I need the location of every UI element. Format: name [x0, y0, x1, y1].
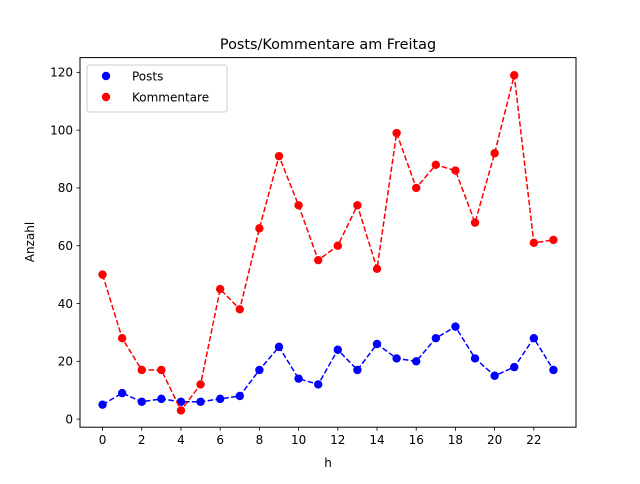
legend-label: Kommentare — [132, 91, 209, 105]
data-point — [157, 394, 166, 404]
data-point — [255, 365, 264, 375]
data-point — [333, 345, 343, 354]
y-tick-label: 60 — [58, 239, 73, 253]
data-point — [117, 333, 127, 343]
legend-marker — [101, 71, 111, 81]
data-point — [372, 339, 382, 349]
data-point — [372, 264, 382, 274]
data-point — [215, 394, 225, 404]
legend-label: Posts — [132, 70, 163, 84]
data-point — [235, 305, 244, 314]
x-tick-label: 10 — [291, 433, 306, 447]
y-tick-label: 40 — [58, 297, 73, 311]
legend-marker — [101, 92, 111, 102]
y-axis-label: Anzahl — [23, 222, 37, 262]
data-point — [510, 71, 519, 80]
data-point — [470, 218, 480, 227]
x-tick-label: 18 — [448, 433, 463, 447]
data-point — [392, 128, 401, 138]
data-point — [196, 380, 205, 389]
series-posts — [98, 322, 558, 409]
data-point — [529, 238, 539, 248]
data-point — [215, 284, 225, 294]
chart-title: Posts/Kommentare am Freitag — [220, 37, 436, 53]
data-point — [353, 201, 362, 210]
data-point — [196, 397, 205, 406]
x-tick-label: 20 — [487, 433, 502, 447]
data-point — [274, 342, 284, 352]
data-point — [98, 400, 107, 409]
data-point — [137, 397, 146, 406]
y-axis-ticks: 0 20 40 60 80 100 120 — [50, 66, 80, 426]
y-tick-label: 0 — [65, 412, 73, 426]
series-kommentare — [98, 71, 558, 415]
legend: Posts Kommentare — [86, 64, 228, 113]
data-point — [510, 362, 519, 372]
x-tick-label: 8 — [256, 433, 264, 447]
legend-box — [86, 64, 228, 113]
x-tick-label: 4 — [177, 433, 185, 447]
data-point — [549, 235, 558, 245]
data-point — [392, 354, 401, 363]
data-point — [176, 406, 186, 415]
data-point — [353, 365, 362, 375]
series-line — [101, 75, 554, 412]
x-axis-ticks: 0 2 4 6 8 10 12 14 16 18 20 22 — [99, 427, 541, 447]
x-tick-label: 6 — [216, 433, 224, 447]
data-point — [313, 380, 323, 389]
x-tick-label: 2 — [138, 433, 146, 447]
x-tick-label: 14 — [369, 433, 384, 447]
data-point — [98, 270, 107, 279]
data-point — [431, 160, 441, 170]
data-point — [529, 333, 539, 343]
y-tick-label: 100 — [50, 123, 73, 137]
data-point — [333, 241, 343, 250]
data-point — [431, 333, 441, 343]
data-point — [294, 374, 303, 383]
data-point — [470, 354, 480, 363]
x-axis-label: h — [324, 456, 332, 470]
data-point — [117, 388, 127, 398]
plot-area — [98, 71, 558, 415]
data-point — [313, 255, 323, 265]
data-point — [157, 365, 166, 375]
x-tick-label: 22 — [526, 433, 541, 447]
data-point — [255, 224, 264, 233]
axes-frame — [79, 57, 577, 428]
y-tick-label: 20 — [58, 355, 73, 369]
y-tick-label: 80 — [58, 181, 73, 195]
x-tick-label: 12 — [330, 433, 345, 447]
data-point — [451, 322, 460, 331]
series-line — [102, 325, 555, 406]
x-tick-label: 0 — [99, 433, 107, 447]
data-point — [274, 151, 284, 161]
y-tick-label: 120 — [50, 66, 73, 80]
x-tick-label: 16 — [409, 433, 424, 447]
data-point — [412, 183, 421, 193]
data-point — [176, 397, 186, 406]
data-point — [235, 391, 244, 401]
data-point — [490, 371, 499, 380]
data-point — [137, 365, 146, 375]
data-point — [490, 149, 499, 158]
data-point — [294, 201, 303, 210]
data-point — [451, 166, 460, 175]
data-point — [412, 357, 421, 366]
data-point — [549, 365, 558, 375]
